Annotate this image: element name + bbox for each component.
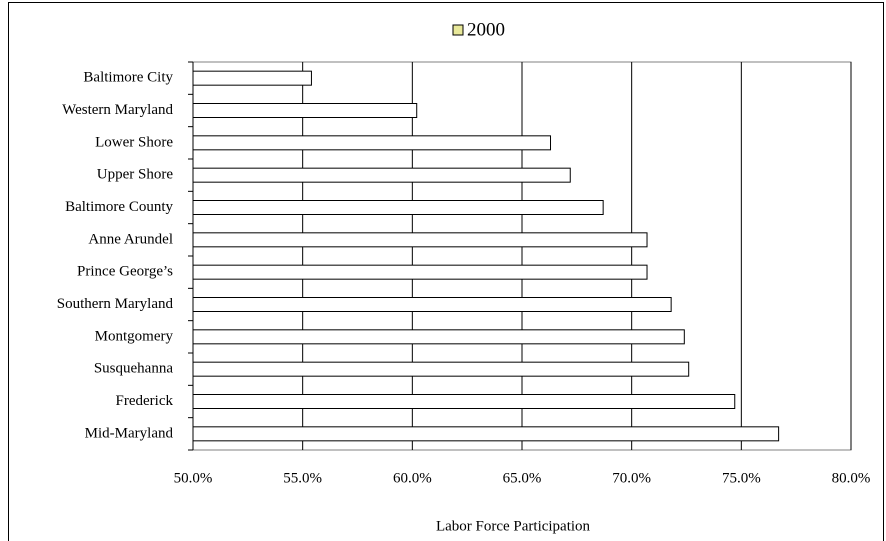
- y-tick-label: Prince George’s: [77, 264, 173, 280]
- bar: [192, 167, 571, 183]
- legend-label: 2000: [467, 19, 505, 40]
- y-tick-label: Lower Shore: [95, 134, 173, 150]
- bar: [192, 103, 418, 118]
- y-tick-label: Southern Maryland: [57, 296, 174, 312]
- x-tick-label: 65.0%: [503, 470, 542, 486]
- y-tick-label: Upper Shore: [97, 167, 174, 183]
- bar: [192, 70, 312, 86]
- x-tick-label: 60.0%: [393, 470, 432, 486]
- y-tick-label: Montgomery: [95, 328, 174, 344]
- bar: [192, 426, 780, 442]
- bar: [192, 135, 552, 151]
- x-tick-label: 80.0%: [832, 470, 871, 486]
- bar: [192, 264, 648, 280]
- x-tick-label: 70.0%: [612, 470, 651, 486]
- y-tick-label: Anne Arundel: [88, 231, 173, 247]
- bar: [192, 361, 690, 377]
- y-tick-label: Western Maryland: [62, 102, 173, 118]
- x-tick-label: 55.0%: [283, 470, 322, 486]
- x-tick-label: 75.0%: [722, 470, 761, 486]
- y-tick-label: Susquehanna: [94, 361, 173, 377]
- y-tick-label: Baltimore City: [83, 70, 173, 86]
- x-tick-label: 50.0%: [174, 470, 213, 486]
- y-tick-label: Baltimore County: [65, 199, 173, 215]
- y-tick-label: Mid-Maryland: [85, 425, 174, 441]
- bar: [192, 329, 685, 345]
- bar: [192, 200, 604, 215]
- bar: [192, 394, 736, 409]
- bar: [192, 232, 648, 248]
- legend-swatch: [452, 24, 464, 36]
- y-tick-label: Frederick: [116, 393, 174, 409]
- x-axis-title: Labor Force Participation: [436, 518, 591, 534]
- bar: [192, 297, 672, 312]
